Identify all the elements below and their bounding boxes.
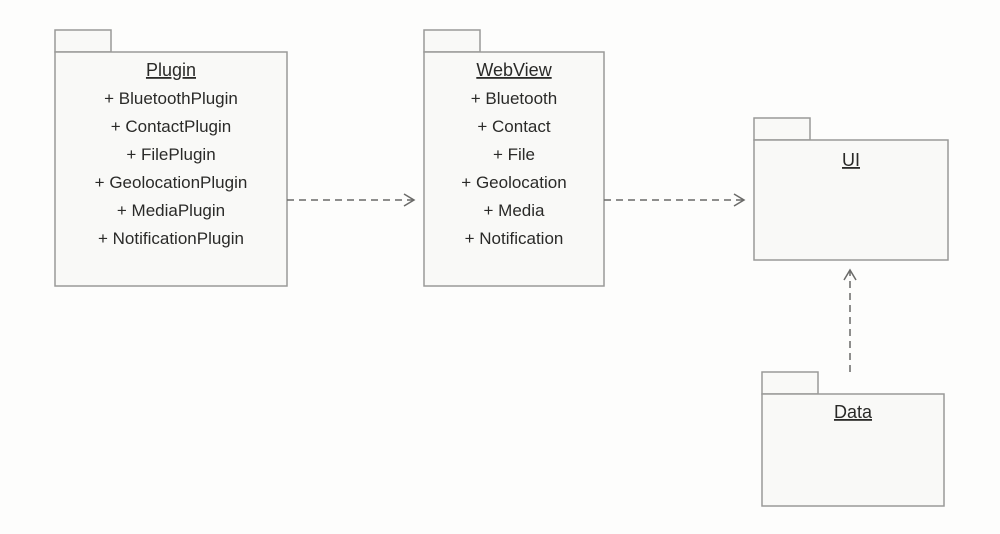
package-ui: UI xyxy=(754,118,948,260)
package-item: + FilePlugin xyxy=(126,145,215,164)
package-plugin: Plugin + BluetoothPlugin + ContactPlugin + … xyxy=(55,30,287,286)
package-tab xyxy=(424,30,480,52)
dependency-arrow xyxy=(844,270,856,372)
dependency-arrow xyxy=(287,194,414,206)
package-item: + Media xyxy=(484,201,545,220)
package-item: + Geolocation xyxy=(461,173,566,192)
package-body xyxy=(424,52,604,286)
uml-package-diagram: Plugin + BluetoothPlugin + ContactPlugin + … xyxy=(0,0,1000,534)
package-item: + Notification xyxy=(465,229,564,248)
package-webview: WebView + Bluetooth + Contact + File + Geolo… xyxy=(424,30,604,286)
package-item: + Contact xyxy=(477,117,551,136)
package-tab xyxy=(55,30,111,52)
package-data: Data xyxy=(762,372,944,506)
package-item: + BluetoothPlugin xyxy=(104,89,238,108)
package-title: UI xyxy=(842,150,860,170)
package-tab xyxy=(762,372,818,394)
package-item: + NotificationPlugin xyxy=(98,229,244,248)
package-item: + MediaPlugin xyxy=(117,201,225,220)
package-title: Plugin xyxy=(146,60,196,80)
package-item: + File xyxy=(493,145,535,164)
package-item: + GeolocationPlugin xyxy=(95,173,248,192)
package-title: Data xyxy=(834,402,873,422)
package-item: + ContactPlugin xyxy=(111,117,232,136)
dependency-arrow xyxy=(604,194,744,206)
package-tab xyxy=(754,118,810,140)
package-item: + Bluetooth xyxy=(471,89,558,108)
package-body xyxy=(55,52,287,286)
package-title: WebView xyxy=(476,60,552,80)
